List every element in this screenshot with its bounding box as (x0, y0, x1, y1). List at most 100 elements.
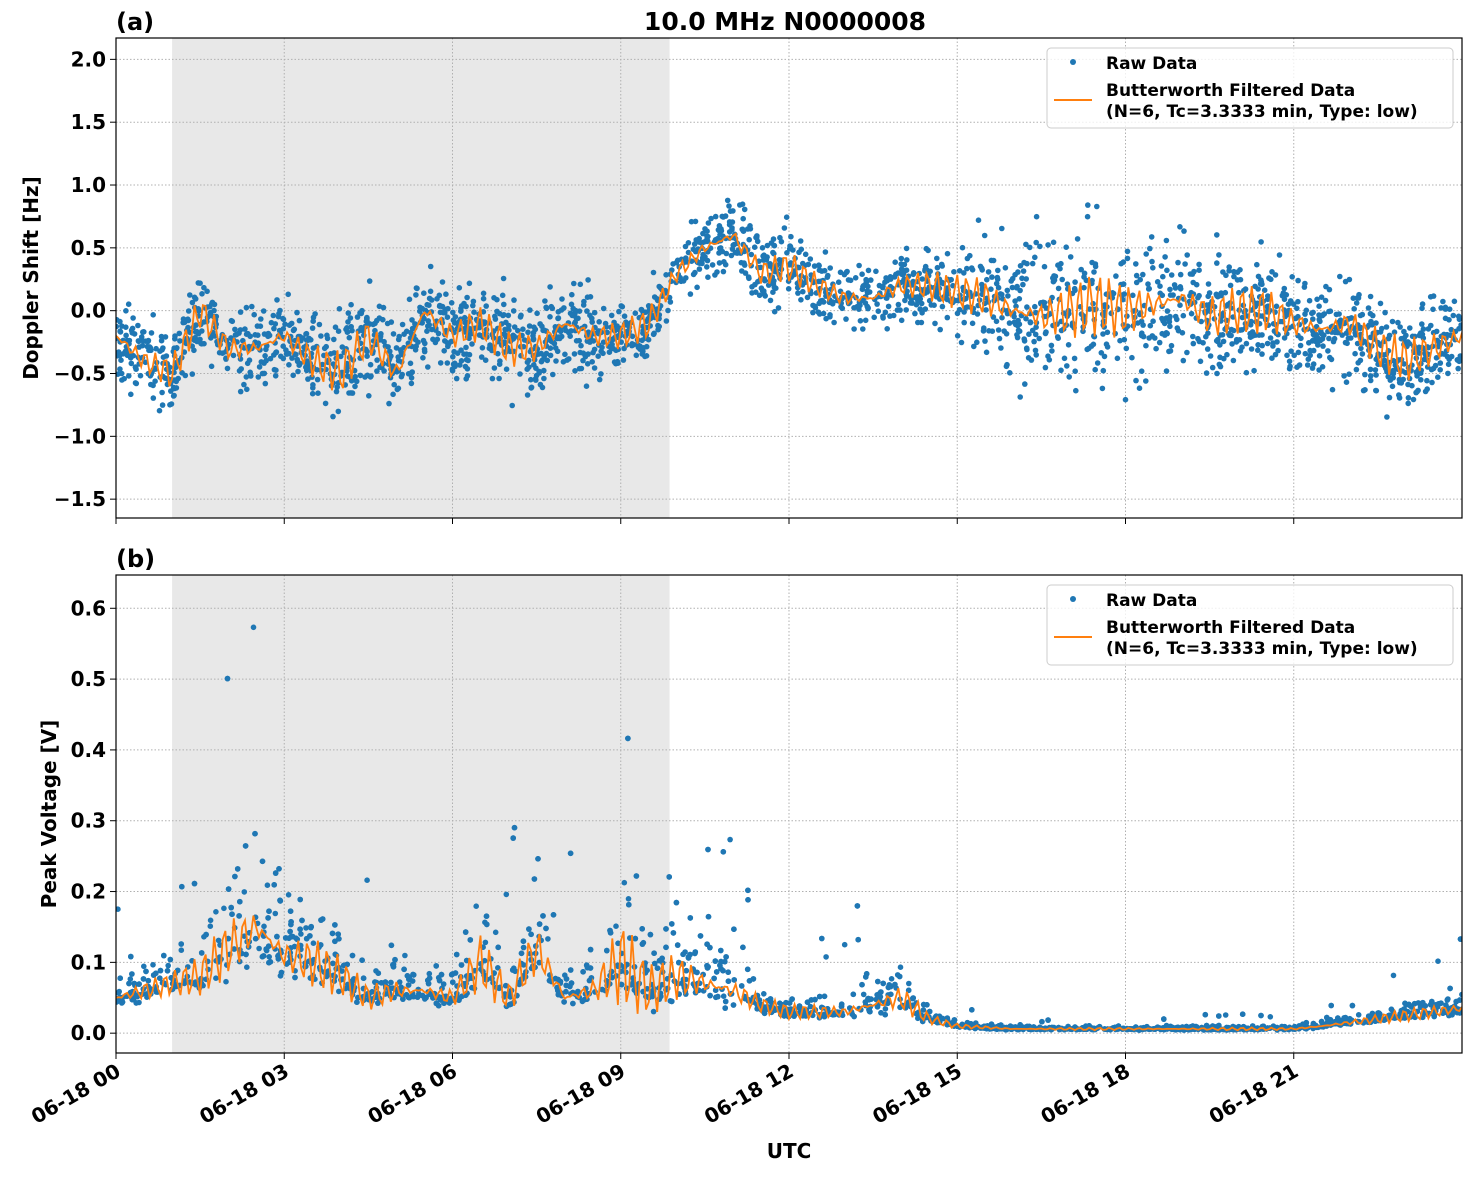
raw-data-point (332, 922, 338, 928)
raw-data-point (1319, 331, 1325, 337)
raw-data-point (193, 296, 199, 302)
raw-data-point (1105, 344, 1111, 350)
raw-data-point (1051, 279, 1057, 285)
raw-data-point (782, 225, 788, 231)
raw-data-point (706, 914, 712, 920)
raw-data-point (449, 300, 455, 306)
raw-data-point (842, 942, 848, 948)
raw-data-point (563, 983, 569, 989)
raw-data-point (683, 275, 689, 281)
raw-data-point (761, 288, 767, 294)
panel-a-label: (a) (116, 8, 154, 36)
raw-data-point (345, 373, 351, 379)
raw-data-point (937, 327, 943, 333)
raw-data-point (587, 313, 593, 319)
raw-data-point (669, 921, 675, 927)
raw-data-point (330, 961, 336, 967)
raw-data-point (717, 228, 723, 234)
raw-data-point (915, 294, 921, 300)
raw-data-point (920, 276, 926, 282)
raw-data-point (1190, 334, 1196, 340)
raw-data-point (761, 991, 767, 997)
raw-data-point (1368, 367, 1374, 373)
raw-data-point (1139, 368, 1145, 374)
raw-data-point (969, 265, 975, 271)
raw-data-point (257, 364, 263, 370)
raw-data-point (123, 333, 129, 339)
raw-data-point (567, 333, 573, 339)
raw-data-point (1072, 356, 1078, 362)
raw-data-point (1023, 316, 1029, 322)
raw-data-point (1354, 300, 1360, 306)
raw-data-point (1414, 389, 1420, 395)
raw-data-point (1236, 290, 1242, 296)
raw-data-point (1258, 239, 1264, 245)
raw-data-point (1063, 244, 1069, 250)
raw-data-point (213, 909, 219, 915)
raw-data-point (1224, 352, 1230, 358)
raw-data-point (281, 317, 287, 323)
raw-data-point (439, 972, 445, 978)
raw-data-point (331, 337, 337, 343)
raw-data-point (524, 366, 530, 372)
raw-data-point (911, 272, 917, 278)
raw-data-point (187, 292, 193, 298)
raw-data-point (258, 316, 264, 322)
raw-data-point (621, 357, 627, 363)
raw-data-point (521, 945, 527, 951)
raw-data-point (601, 306, 607, 312)
raw-data-point (883, 1006, 889, 1012)
raw-data-point (226, 886, 232, 892)
raw-data-point (1208, 353, 1214, 359)
raw-data-point (1214, 371, 1220, 377)
raw-data-point (855, 903, 861, 909)
raw-data-point (123, 308, 129, 314)
raw-data-point (1421, 326, 1427, 332)
raw-data-point (199, 950, 205, 956)
raw-data-point (799, 247, 805, 253)
raw-data-point (700, 252, 706, 258)
raw-data-point (171, 393, 177, 399)
raw-data-point (932, 321, 938, 327)
raw-data-point (1165, 308, 1171, 314)
raw-data-point (564, 976, 570, 982)
raw-data-point (193, 329, 199, 335)
raw-data-point (1249, 346, 1255, 352)
raw-data-point (274, 349, 280, 355)
x-tick-label: 06-18 06 (363, 1059, 461, 1129)
raw-data-point (461, 301, 467, 307)
raw-data-point (986, 269, 992, 275)
raw-data-point (247, 370, 253, 376)
raw-data-point (177, 338, 183, 344)
raw-data-point (1148, 323, 1154, 329)
raw-data-point (528, 377, 534, 383)
raw-data-point (1228, 283, 1234, 289)
raw-data-point (1346, 371, 1352, 377)
raw-data-point (1095, 360, 1101, 366)
raw-data-point (1169, 272, 1175, 278)
raw-data-point (409, 381, 415, 387)
raw-data-point (1382, 310, 1388, 316)
raw-data-point (146, 338, 152, 344)
raw-data-point (484, 922, 490, 928)
raw-data-point (1177, 224, 1183, 230)
raw-data-point (1161, 1016, 1167, 1022)
raw-data-point (903, 307, 909, 313)
raw-data-point (145, 344, 151, 350)
raw-data-point (1411, 397, 1417, 403)
raw-data-point (865, 306, 871, 312)
raw-data-point (471, 299, 477, 305)
raw-data-point (553, 976, 559, 982)
raw-data-point (587, 339, 593, 345)
raw-data-point (1325, 348, 1331, 354)
raw-data-point (527, 307, 533, 313)
raw-data-point (622, 880, 628, 886)
raw-data-point (310, 391, 316, 397)
raw-data-point (542, 298, 548, 304)
raw-data-point (784, 214, 790, 220)
y-tick-label: 0.6 (71, 596, 106, 620)
raw-data-point (310, 318, 316, 324)
raw-data-point (553, 358, 559, 364)
raw-data-point (347, 335, 353, 341)
raw-data-point (346, 310, 352, 316)
